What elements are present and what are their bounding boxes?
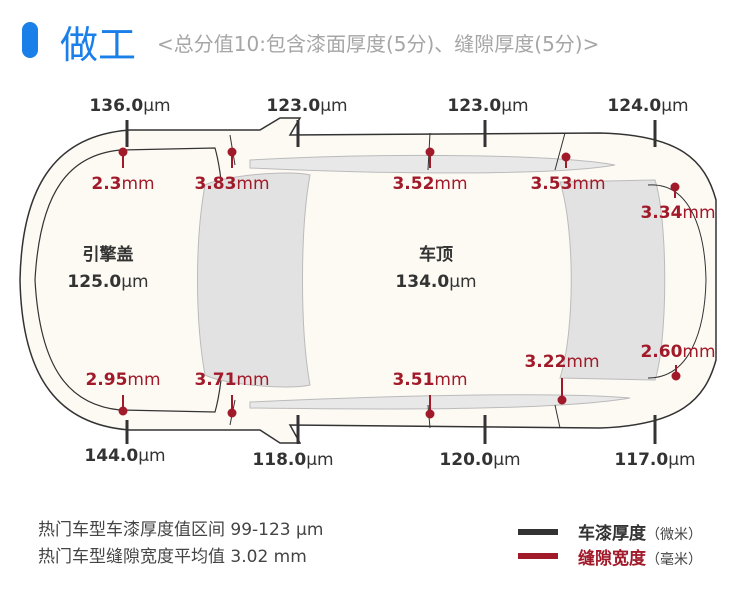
hood-label: 引擎盖 125.0μm — [67, 245, 149, 292]
gap-label: 3.53mm — [530, 174, 606, 194]
windshield — [197, 172, 311, 388]
gap-label: 2.95mm — [85, 370, 161, 390]
roof-label: 车顶 134.0μm — [395, 245, 477, 292]
gap-label: 3.51mm — [392, 370, 468, 390]
thickness-label: 136.0μm — [89, 96, 171, 116]
thickness-markers — [125, 120, 657, 444]
thickness-label: 123.0μm — [447, 96, 529, 116]
trunk-outline — [647, 184, 707, 379]
legend-swatch-thickness — [518, 529, 558, 535]
legend-gap: 缝隙宽度（毫米） — [578, 549, 702, 569]
car-body — [19, 117, 717, 444]
thickness-label: 117.0μm — [614, 450, 696, 470]
thickness-label: 120.0μm — [439, 450, 521, 470]
gap-label: 3.71mm — [194, 370, 270, 390]
legend-thickness: 车漆厚度（微米） — [578, 524, 702, 544]
roof-rail-bottom — [249, 394, 631, 410]
gap-label: 2.3mm — [91, 174, 155, 194]
gap-label: 3.34mm — [640, 203, 716, 223]
thickness-label: 123.0μm — [266, 96, 348, 116]
gap-label: 3.22mm — [524, 352, 600, 372]
thickness-label: 144.0μm — [84, 446, 166, 466]
rear-window — [559, 179, 666, 381]
page-title: 做工 — [60, 23, 137, 67]
thickness-label: 124.0μm — [607, 96, 689, 116]
thickness-label: 118.0μm — [252, 450, 334, 470]
page-subtitle: <总分值10:包含漆面厚度(5分)、缝隙厚度(5分)> — [157, 32, 600, 56]
gap-label: 2.60mm — [640, 342, 716, 362]
paint-range-note: 热门车型车漆厚度值区间 99-123 μm — [38, 520, 324, 540]
gap-label: 3.52mm — [392, 174, 468, 194]
gap-markers — [118, 147, 681, 419]
legend-swatch-gap — [518, 553, 558, 559]
gap-label: 3.83mm — [194, 174, 270, 194]
title-marker — [22, 22, 38, 58]
roof-rail-top — [249, 154, 616, 174]
gap-average-note: 热门车型缝隙宽度平均值 3.02 mm — [38, 547, 307, 567]
